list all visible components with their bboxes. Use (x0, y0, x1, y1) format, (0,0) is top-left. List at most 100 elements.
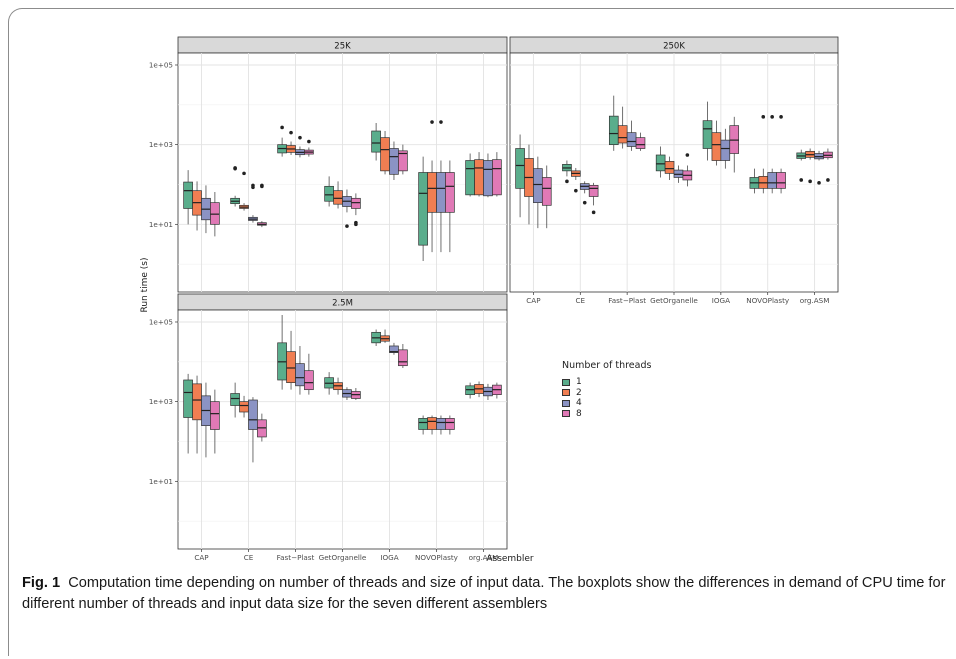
box-NOVOPlasty-threads-8 (445, 172, 455, 213)
box-IOGA-threads-2 (711, 132, 722, 161)
box-CAP-threads-1 (183, 181, 193, 209)
box-FastPlast-threads-4 (626, 132, 637, 147)
legend-label: 8 (576, 408, 582, 419)
legend-label: 2 (576, 387, 582, 398)
box-CAP-threads-1 (183, 379, 193, 418)
outlier-point (307, 139, 311, 144)
legend-title: Number of threads (562, 360, 652, 371)
outlier-point (354, 222, 358, 227)
box-CE-threads-8 (588, 185, 599, 197)
box-GetOrganelle-threads-2 (333, 190, 343, 205)
x-tick-label: org.ASM (800, 296, 830, 305)
box-IOGA-threads-4 (720, 139, 731, 161)
outlier-point (761, 115, 766, 119)
legend-item-threads-8: 8 (562, 409, 651, 420)
box-NOVOPlasty-threads-1 (418, 172, 428, 246)
outlier-point (685, 153, 690, 157)
box-NOVOPlasty-threads-8 (445, 418, 455, 430)
box-GetOrganelle-threads-1 (655, 154, 666, 172)
outlier-point (242, 171, 246, 176)
box-CE-threads-2 (239, 401, 249, 413)
box-FastPlast-threads-2 (286, 351, 296, 384)
y-tick-label: 1e+03 (149, 140, 173, 149)
x-tick-label: GetOrganelle (650, 296, 698, 305)
box-NOVOPlasty-threads-2 (427, 172, 437, 213)
box-CAP-threads-4 (533, 168, 543, 204)
box-FastPlast-threads-8 (304, 370, 314, 391)
box-org.ASM-threads-8 (492, 159, 502, 196)
outlier-point (280, 125, 284, 130)
figure-frame (8, 8, 954, 656)
x-tick-label: IOGA (380, 553, 398, 562)
x-tick-label: NOVOPlasty (415, 553, 459, 562)
outlier-point (826, 178, 830, 182)
box-CE-threads-4 (248, 399, 258, 430)
box-CAP-threads-8 (210, 401, 220, 430)
outlier-point (439, 120, 443, 124)
legend-swatch (562, 378, 570, 386)
box-FastPlast-threads-4 (295, 363, 305, 387)
outlier-point (808, 179, 812, 184)
outlier-point (260, 184, 264, 189)
outlier-point (289, 130, 293, 135)
outlier-point (430, 120, 434, 124)
box-IOGA-threads-1 (371, 130, 381, 153)
box-CAP-threads-1 (515, 148, 525, 189)
box-IOGA-threads-1 (702, 120, 713, 149)
x-tick-label: IOGA (712, 296, 730, 305)
box-FastPlast-threads-2 (617, 125, 628, 144)
box-FastPlast-threads-8 (635, 137, 646, 149)
legend-label: 4 (576, 398, 582, 409)
x-tick-label: Fast−Plast (608, 296, 646, 305)
box-NOVOPlasty-threads-1 (418, 418, 428, 430)
facet-title: 250K (663, 42, 685, 52)
box-CE-threads-1 (230, 393, 240, 406)
caption-label: Fig. 1 (22, 575, 61, 591)
caption-text: Computation time depending on number of … (22, 575, 946, 612)
box-GetOrganelle-threads-1 (324, 185, 334, 202)
y-axis-title: Run time (s) (140, 257, 150, 312)
outlier-point (298, 135, 302, 140)
legend-swatch (562, 410, 570, 418)
y-tick-label: 1e+01 (149, 220, 173, 229)
legend-item-threads-1: 1 (562, 377, 651, 388)
box-NOVOPlasty-threads-2 (427, 417, 437, 430)
y-tick-label: 1e+01 (149, 477, 173, 486)
x-axis-title: Assembler (486, 554, 534, 564)
facet-title: 2.5M (332, 299, 353, 309)
x-tick-label: CAP (194, 553, 209, 562)
box-NOVOPlasty-threads-8 (776, 172, 786, 189)
outlier-point (233, 166, 237, 171)
x-tick-label: NOVOPlasty (746, 296, 790, 305)
x-tick-label: GetOrganelle (319, 553, 367, 562)
box-GetOrganelle-threads-2 (664, 161, 675, 174)
box-CAP-threads-8 (541, 177, 552, 206)
box-NOVOPlasty-threads-4 (767, 172, 777, 189)
outlier-point (345, 224, 349, 228)
box-IOGA-threads-4 (389, 345, 399, 353)
outlier-point (770, 115, 774, 119)
boxplot-chart: 25K 1e+01 1e+03 1e+05 250K CAP CE Fast−Plast Get… (140, 36, 839, 564)
legend-swatch (562, 389, 570, 397)
x-tick-label: CAP (526, 296, 541, 305)
legend-swatch (562, 399, 570, 407)
box-org.ASM-threads-4 (483, 160, 493, 197)
outlier-point (565, 179, 569, 184)
x-tick-label: CE (244, 553, 254, 562)
facet-title: 25K (334, 42, 351, 52)
legend-label: 1 (576, 377, 582, 388)
x-tick-label: Fast−Plast (277, 553, 315, 562)
outlier-point (251, 185, 255, 190)
outlier-point (574, 188, 578, 193)
box-IOGA-threads-2 (380, 137, 390, 172)
box-IOGA-threads-8 (398, 150, 408, 172)
legend-item-threads-2: 2 (562, 388, 651, 399)
figure-caption: Fig. 1 Computation time depending on num… (22, 573, 947, 615)
legend-item-threads-4: 4 (562, 398, 651, 409)
outlier-point (591, 210, 596, 215)
y-tick-label: 1e+05 (149, 317, 173, 326)
x-tick-label: org.ASM (469, 553, 499, 562)
box-org.ASM-threads-2 (474, 159, 484, 196)
box-CAP-threads-8 (210, 202, 220, 225)
